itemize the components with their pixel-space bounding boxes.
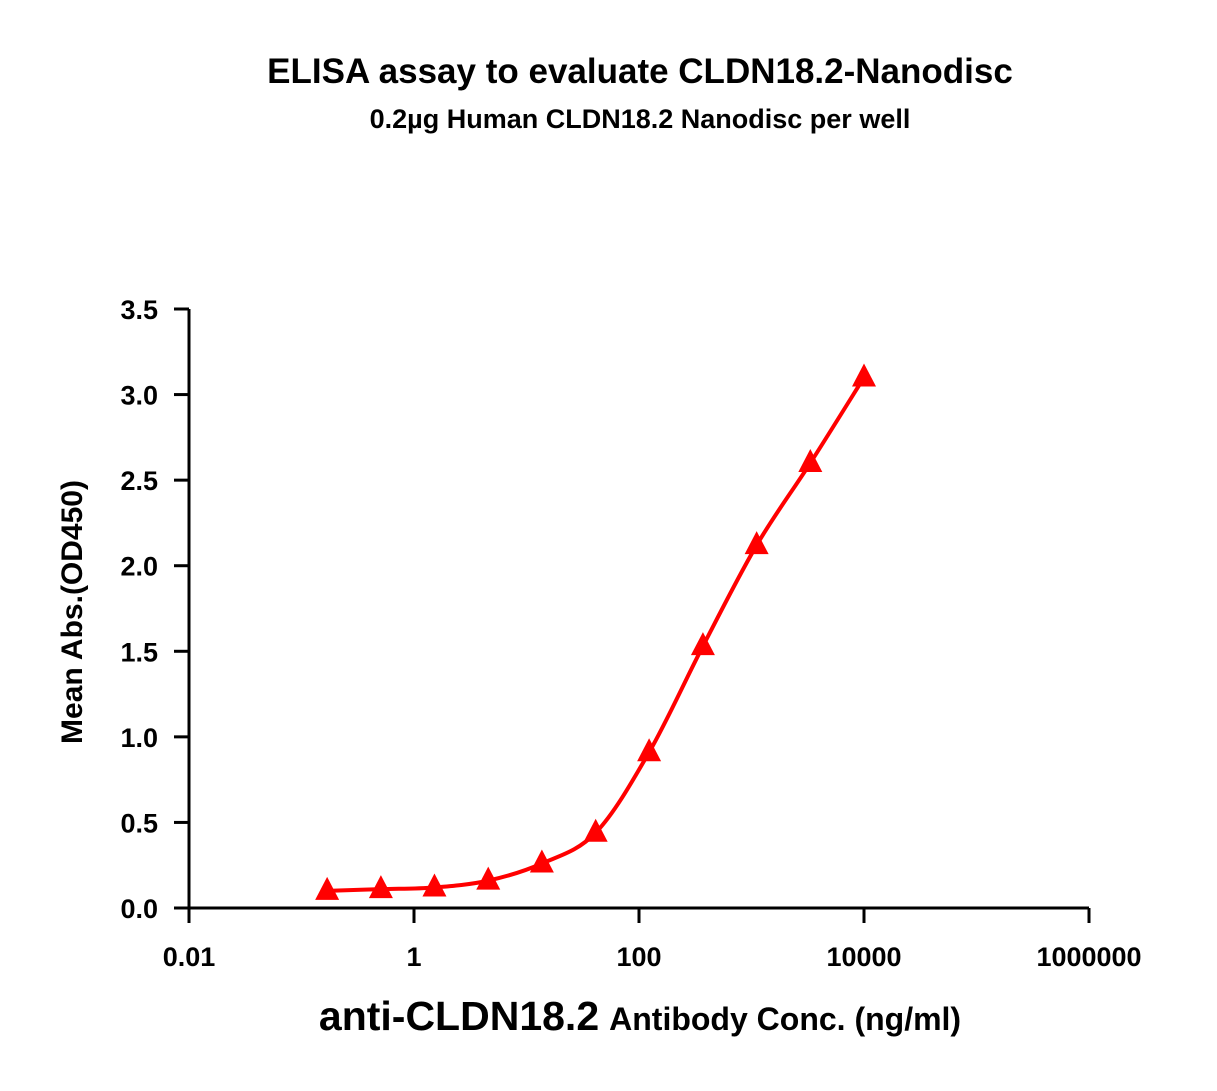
data-point-triangle (422, 873, 447, 897)
data-point-triangle (852, 363, 876, 387)
data-point-triangle (798, 449, 823, 473)
y-tick-label: 0.5 (120, 808, 158, 838)
data-point-triangle (315, 876, 340, 900)
y-tick-label: 0.0 (120, 894, 158, 924)
fit-curve (327, 376, 866, 893)
y-tick-label: 1.0 (120, 723, 158, 753)
data-point-triangle (529, 849, 554, 873)
x-axis-label-rest: Antibody Conc. (ng/ml) (609, 1001, 961, 1037)
y-axis-label: Mean Abs.(OD450) (56, 480, 89, 744)
data-point-triangle (476, 866, 501, 890)
x-tick-label: 1000000 (1036, 942, 1141, 972)
chart-title: ELISA assay to evaluate CLDN18.2-Nanodis… (267, 52, 1013, 91)
data-point-triangle (637, 738, 662, 762)
x-tick-label: 10000 (826, 942, 901, 972)
x-tick-label: 100 (616, 942, 661, 972)
y-tick-label: 1.5 (120, 637, 158, 667)
x-tick-label: 1 (406, 942, 421, 972)
chart-subtitle: 0.2µg Human CLDN18.2 Nanodisc per well (370, 104, 911, 134)
x-tick-label: 0.01 (163, 942, 216, 972)
data-point-triangle (690, 632, 715, 656)
data-point-triangle (744, 531, 769, 555)
y-tick-label: 3.0 (120, 381, 158, 411)
x-axis-label: anti-CLDN18.2 Antibody Conc. (ng/ml) (319, 993, 961, 1039)
y-tick-label: 2.5 (120, 466, 158, 496)
data-point-triangle (368, 875, 393, 899)
data-point-triangle (583, 818, 608, 842)
y-tick-label: 3.5 (120, 295, 158, 325)
x-axis-label-main: anti-CLDN18.2 (319, 993, 599, 1039)
y-tick-label: 2.0 (120, 552, 158, 582)
